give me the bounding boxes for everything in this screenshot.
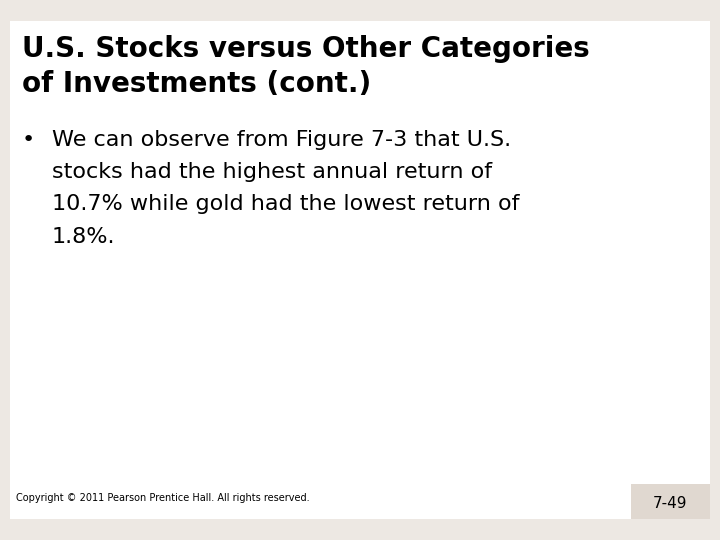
Text: •: • (22, 130, 35, 150)
Text: We can observe from Figure 7-3 that U.S.: We can observe from Figure 7-3 that U.S. (52, 130, 511, 150)
Text: of Investments (cont.): of Investments (cont.) (22, 70, 371, 98)
Text: U.S. Stocks versus Other Categories: U.S. Stocks versus Other Categories (22, 35, 590, 63)
Text: stocks had the highest annual return of: stocks had the highest annual return of (52, 162, 492, 182)
Text: 7-49: 7-49 (653, 496, 688, 511)
Text: 10.7% while gold had the lowest return of: 10.7% while gold had the lowest return o… (52, 194, 519, 214)
Text: Copyright © 2011 Pearson Prentice Hall. All rights reserved.: Copyright © 2011 Pearson Prentice Hall. … (16, 493, 310, 503)
Text: 1.8%.: 1.8%. (52, 227, 115, 247)
